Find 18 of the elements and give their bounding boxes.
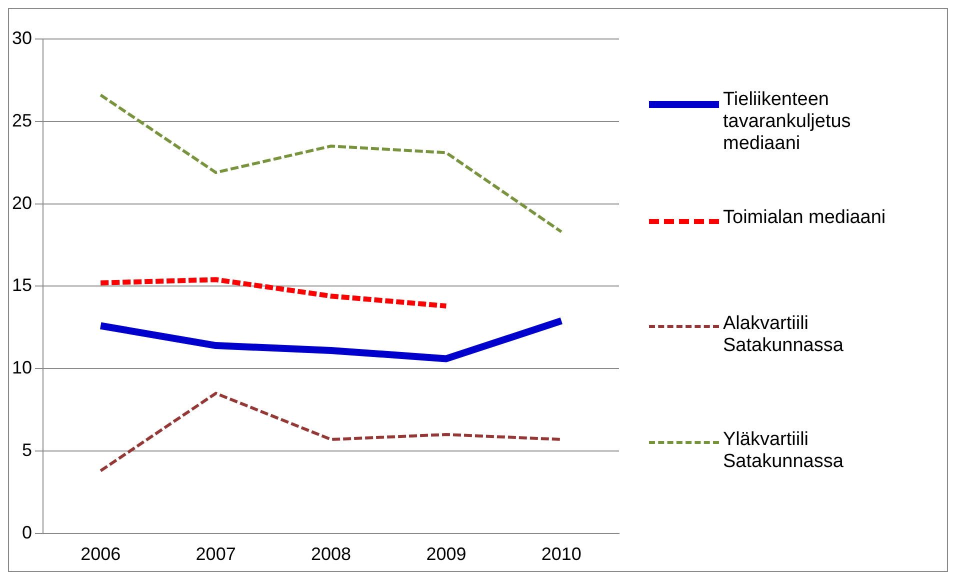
x-tick-label: 2007 [196, 544, 236, 564]
x-tick-label: 2008 [310, 544, 352, 564]
line-series [99, 94, 563, 234]
y-tick-label: 5 [22, 440, 32, 460]
line-series [99, 392, 563, 472]
x-tick-label: 2006 [80, 544, 121, 564]
legend-label: Tieliikenteen tavarankuljetus mediaani [723, 89, 852, 155]
legend-label: Toimialan mediaani [723, 207, 887, 229]
y-tick-label: 15 [12, 275, 32, 296]
x-tick-label: 2010 [541, 544, 582, 564]
legend-label: Alakvartiili Satakunnassa [723, 313, 844, 357]
y-tick-label: 25 [12, 110, 32, 130]
y-tick-label: 0 [22, 522, 32, 542]
y-tick-label: 10 [12, 358, 32, 378]
y-tick-label: 30 [12, 28, 32, 48]
x-tick-label: 2009 [426, 544, 466, 564]
y-tick-label: 20 [12, 192, 32, 213]
legend-label: Yläkvartiili Satakunnassa [723, 429, 844, 473]
